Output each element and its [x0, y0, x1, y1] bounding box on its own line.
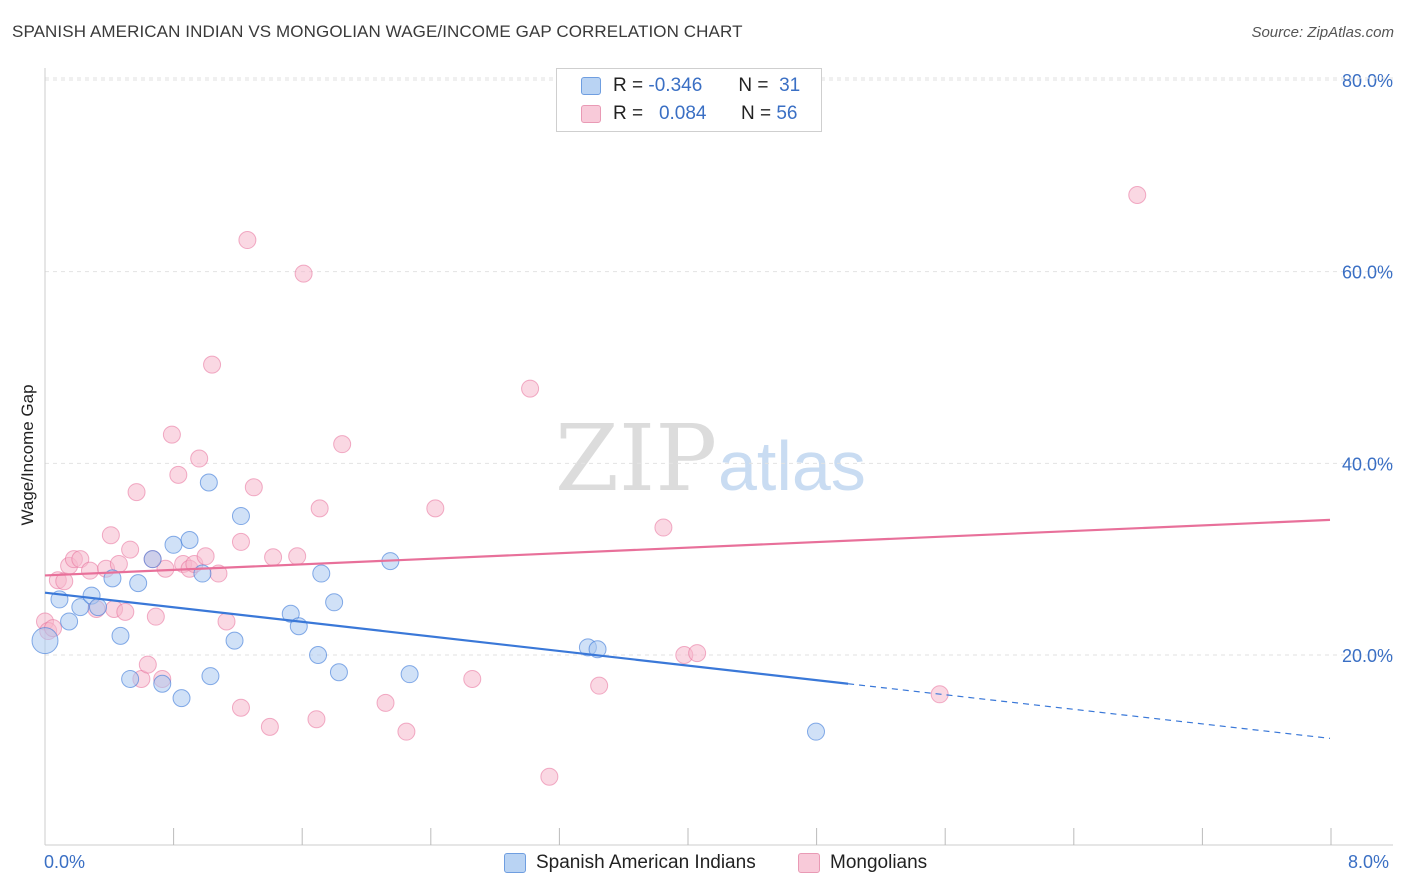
- mongolian-point: [307, 710, 326, 729]
- legend-label: Spanish American Indians: [536, 852, 756, 873]
- mongolian-point: [146, 607, 165, 626]
- mongolian-point: [231, 698, 250, 717]
- pink-trend-line: [44, 518, 1331, 577]
- mongolian-point: [397, 722, 416, 741]
- legend-r-label: R =: [613, 103, 644, 124]
- mongolian-point: [310, 499, 329, 518]
- mongolian-point: [71, 550, 90, 569]
- y-tick-label: 60.0%: [1342, 263, 1393, 283]
- mongolian-point: [376, 693, 395, 712]
- legend-row-pink: R = 0.084 N = 56: [581, 102, 797, 126]
- spanish-american-indian-point: [199, 473, 218, 492]
- spanish-american-indian-point: [129, 574, 148, 593]
- mongolian-point: [190, 449, 209, 468]
- spanish-american-indian-point: [588, 640, 607, 659]
- stats-legend: R = -0.346 N = 31 R = 0.084 N = 56: [556, 68, 822, 132]
- spanish-american-indian-point: [164, 535, 183, 554]
- chart-title: SPANISH AMERICAN INDIAN VS MONGOLIAN WAG…: [12, 22, 743, 41]
- watermark-atlas: atlas: [718, 427, 866, 505]
- spanish-american-indian-point: [172, 689, 191, 708]
- mongolian-point: [294, 264, 313, 283]
- pink-swatch-icon: [798, 853, 820, 873]
- mongolian-point: [217, 612, 236, 631]
- mongolian-point: [688, 644, 707, 663]
- legend-n-label: N =: [740, 103, 772, 124]
- spanish-american-indian-point: [153, 674, 172, 693]
- mongolian-point: [590, 676, 609, 695]
- mongolian-point: [196, 547, 215, 566]
- spanish-american-indian-point: [71, 598, 90, 617]
- spanish-american-indian-point: [807, 722, 825, 741]
- y-tick-label: 40.0%: [1342, 454, 1393, 474]
- legend-item-mongolians[interactable]: Mongolians: [798, 852, 927, 874]
- legend-n-label: N =: [738, 75, 769, 96]
- mongolian-point: [238, 231, 257, 250]
- spanish-american-indian-point: [312, 564, 331, 583]
- spanish-american-indian-point: [111, 626, 130, 645]
- spanish-american-indian-point: [103, 569, 122, 588]
- legend-r-value: -0.346: [648, 75, 703, 96]
- y-tick-label: 80.0%: [1342, 71, 1393, 91]
- blue-swatch-icon: [581, 77, 601, 95]
- legend-item-spanish-american-indians[interactable]: Spanish American Indians: [504, 852, 756, 874]
- mongolian-point: [169, 465, 188, 484]
- mongolian-point: [101, 526, 120, 545]
- spanish-american-indian-point: [400, 665, 419, 684]
- x-tick-label-max: 8.0%: [1348, 852, 1390, 872]
- legend-r-label: R =: [613, 75, 644, 96]
- spanish-american-indian-point: [143, 550, 162, 569]
- spanish-american-indian-point: [89, 598, 108, 617]
- spanish-american-indian-point: [201, 667, 220, 686]
- mongolian-point: [121, 540, 140, 559]
- legend-row-blue: R = -0.346 N = 31: [581, 74, 800, 98]
- spanish-american-indian-point: [225, 631, 244, 650]
- spanish-american-indian-point: [60, 612, 79, 631]
- mongolian-point: [426, 499, 445, 518]
- legend-n-value: 31: [779, 75, 801, 96]
- spanish-american-indian-point: [180, 531, 199, 549]
- mongolian-point: [203, 355, 222, 374]
- legend-n-value: 56: [776, 103, 798, 124]
- spanish-american-indian-point: [121, 669, 140, 688]
- mongolian-point: [116, 602, 135, 621]
- mongolian-point: [260, 717, 279, 736]
- mongolian-point: [162, 425, 181, 444]
- spanish-american-indian-point: [231, 507, 250, 526]
- pink-swatch-icon: [581, 105, 601, 123]
- mongolian-point: [264, 548, 283, 567]
- blue-swatch-icon: [504, 853, 526, 873]
- mongolian-point: [80, 561, 99, 580]
- mongolian-point: [333, 435, 352, 454]
- blue-trend-extension: [848, 683, 1331, 739]
- y-tick-label: 20.0%: [1342, 646, 1393, 666]
- blue-trend-line: [44, 591, 849, 685]
- series-legend: Spanish American Indians Mongolians: [0, 852, 1406, 878]
- mongolian-point: [156, 559, 175, 578]
- mongolian-point: [540, 767, 559, 786]
- mongolian-point: [521, 379, 540, 398]
- mongolian-point: [463, 669, 482, 688]
- mongolian-point: [231, 532, 250, 551]
- spanish-american-indian-point: [325, 593, 344, 612]
- legend-label: Mongolians: [830, 852, 928, 873]
- x-tick-label-min: 0.0%: [44, 852, 86, 872]
- spanish-american-indian-point: [31, 627, 59, 655]
- spanish-american-indian-point: [309, 646, 328, 664]
- mongolian-point: [654, 518, 673, 537]
- spanish-american-indian-point: [329, 663, 348, 682]
- mongolian-point: [1128, 186, 1147, 204]
- source-label: Source: ZipAtlas.com: [1251, 24, 1394, 41]
- mongolian-point: [244, 478, 263, 497]
- watermark-zip: ZIP: [555, 405, 717, 512]
- mongolian-point: [138, 655, 157, 674]
- legend-r-value: 0.084: [658, 103, 707, 124]
- mongolian-point: [127, 483, 146, 502]
- mongolian-point: [288, 547, 307, 566]
